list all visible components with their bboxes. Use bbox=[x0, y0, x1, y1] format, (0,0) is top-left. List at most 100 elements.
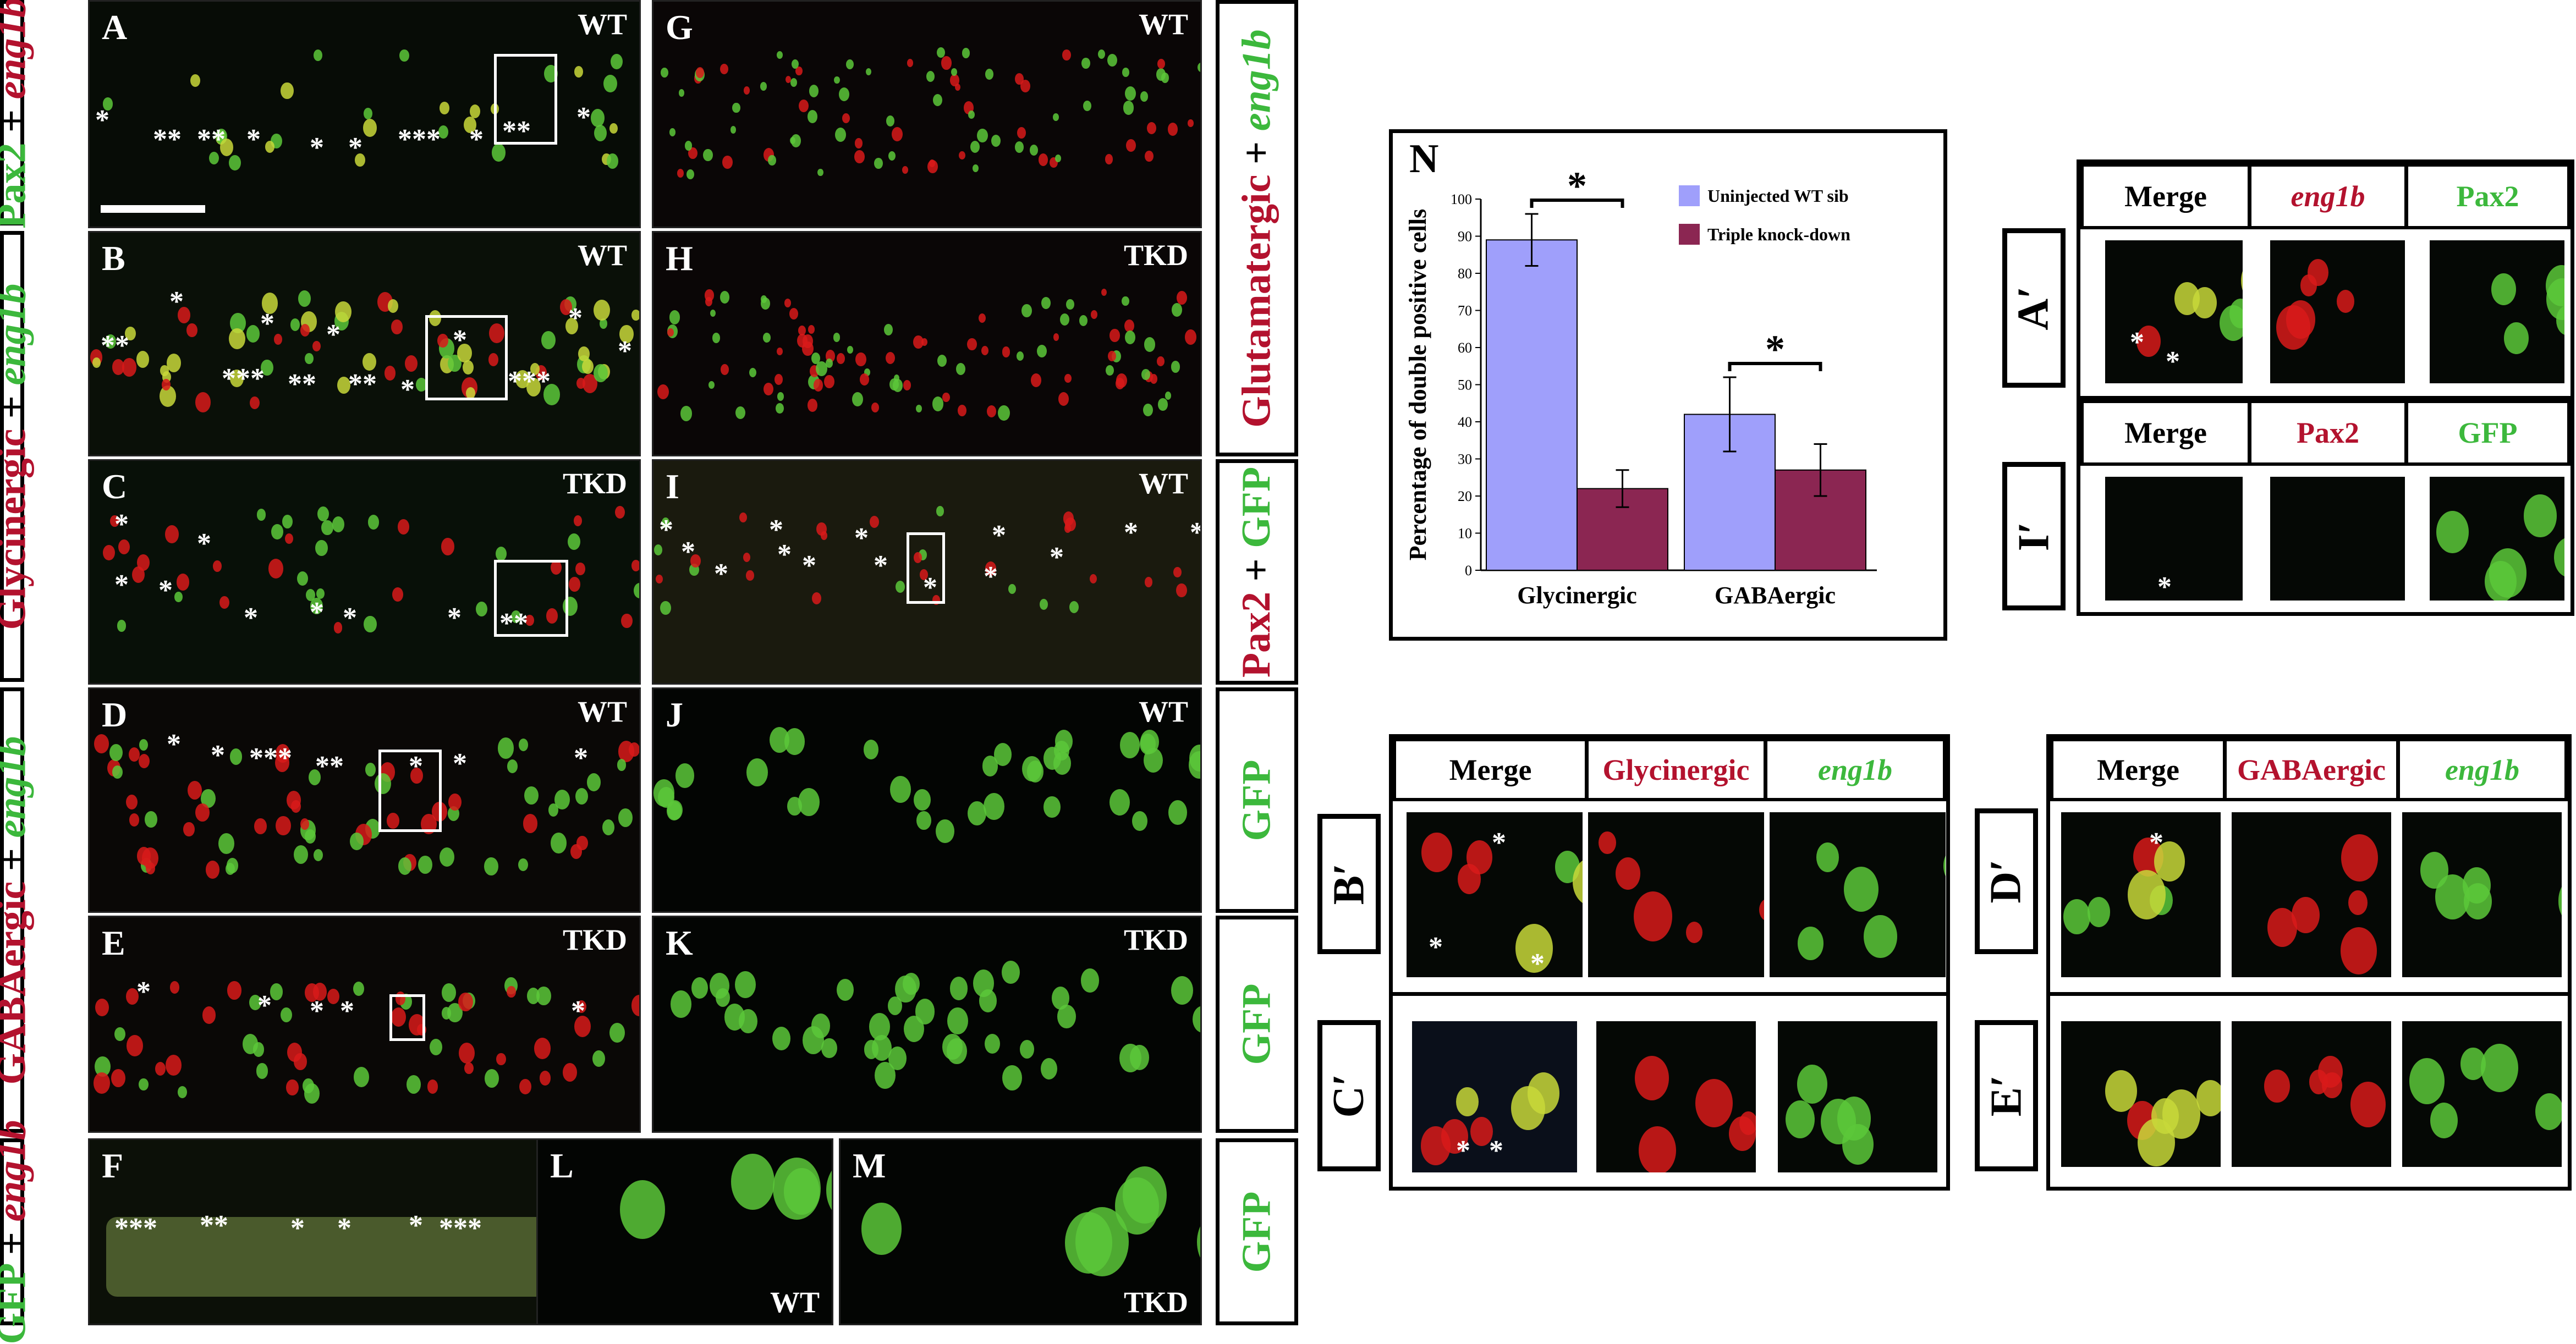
cell bbox=[125, 795, 138, 810]
cell bbox=[300, 818, 310, 830]
cell bbox=[1456, 1087, 1479, 1116]
cell bbox=[890, 776, 911, 803]
cell bbox=[854, 150, 865, 164]
cell bbox=[2430, 1103, 2458, 1138]
cell bbox=[1598, 831, 1616, 855]
cell bbox=[2350, 1082, 2386, 1127]
cell bbox=[518, 858, 529, 871]
cell bbox=[127, 1034, 143, 1056]
cell bbox=[256, 1063, 268, 1079]
cell bbox=[316, 588, 325, 599]
cell bbox=[929, 159, 936, 168]
cell bbox=[719, 291, 729, 304]
cell bbox=[784, 728, 805, 755]
cell bbox=[387, 812, 399, 829]
cell bbox=[958, 405, 967, 416]
cell bbox=[660, 601, 671, 615]
cell bbox=[1123, 101, 1134, 115]
cell bbox=[136, 351, 150, 368]
cell bbox=[525, 614, 535, 626]
header-merge: Merge bbox=[2080, 163, 2251, 229]
cell bbox=[991, 135, 1001, 147]
cell bbox=[362, 353, 376, 371]
cell bbox=[907, 58, 914, 68]
significance-bracket bbox=[1530, 199, 1624, 208]
cell bbox=[125, 326, 136, 340]
inset-i-prime: Merge Pax2 GFP * bbox=[2077, 396, 2574, 616]
y-tick-label: 20 bbox=[1458, 488, 1472, 504]
cell bbox=[688, 147, 697, 159]
cell bbox=[889, 378, 899, 391]
cell bbox=[631, 995, 639, 1017]
cell bbox=[855, 352, 866, 367]
image-pax2 bbox=[2430, 240, 2564, 383]
cell bbox=[942, 1033, 963, 1060]
cell bbox=[790, 134, 801, 148]
cell bbox=[332, 516, 344, 532]
cell bbox=[399, 49, 409, 62]
cell bbox=[686, 169, 694, 179]
cell bbox=[949, 977, 968, 1000]
cell bbox=[1615, 857, 1640, 890]
cell bbox=[834, 76, 840, 84]
cell bbox=[869, 1012, 891, 1040]
cell bbox=[391, 319, 403, 334]
cell bbox=[355, 153, 365, 167]
cell bbox=[2240, 258, 2243, 303]
cell bbox=[1144, 747, 1163, 773]
cell bbox=[864, 368, 870, 376]
cell bbox=[218, 833, 235, 855]
cell bbox=[1143, 403, 1153, 417]
cell bbox=[507, 759, 518, 773]
cell bbox=[746, 570, 754, 581]
cell bbox=[2341, 834, 2378, 882]
cell bbox=[112, 765, 123, 779]
cell bbox=[246, 324, 260, 343]
cell bbox=[981, 345, 988, 355]
cell bbox=[1188, 119, 1194, 127]
cell bbox=[1039, 598, 1048, 610]
cell bbox=[1150, 374, 1158, 384]
cell bbox=[314, 849, 323, 861]
cell bbox=[776, 403, 784, 414]
cell bbox=[603, 74, 617, 92]
image-merge: * * bbox=[2105, 240, 2243, 383]
cell bbox=[936, 47, 945, 58]
cell bbox=[286, 1079, 299, 1096]
cell bbox=[296, 571, 308, 586]
cell bbox=[865, 68, 871, 75]
cell bbox=[1193, 1005, 1200, 1033]
panel-e: E TKD * * * * * bbox=[88, 916, 641, 1133]
panel-g: G WT bbox=[652, 0, 1202, 228]
cell bbox=[1002, 961, 1020, 984]
cell bbox=[2087, 897, 2111, 927]
y-tick-label: 60 bbox=[1458, 340, 1472, 356]
cell bbox=[743, 86, 750, 95]
cell bbox=[1176, 583, 1187, 598]
cell bbox=[628, 742, 639, 757]
cell bbox=[903, 380, 911, 391]
cell bbox=[398, 519, 410, 535]
cell bbox=[705, 296, 713, 306]
cell bbox=[937, 354, 947, 367]
cell bbox=[954, 83, 960, 91]
cell bbox=[1421, 832, 1453, 873]
image-b-merge: * * * bbox=[1407, 812, 1583, 977]
image-b-glycinergic bbox=[1588, 812, 1764, 977]
cell bbox=[2480, 1043, 2518, 1093]
cell bbox=[103, 544, 115, 560]
cell bbox=[139, 739, 149, 751]
cell bbox=[967, 801, 987, 826]
cell bbox=[1090, 310, 1098, 320]
cell bbox=[2340, 927, 2377, 975]
cell bbox=[441, 538, 454, 555]
cell bbox=[979, 313, 986, 323]
cell bbox=[367, 515, 380, 530]
cell bbox=[657, 384, 669, 399]
image-b-eng1b bbox=[1770, 812, 1946, 977]
cell bbox=[786, 76, 792, 84]
label-pax2-gfp: Pax2 + GFP bbox=[1216, 459, 1298, 685]
cell bbox=[312, 982, 327, 1001]
panel-d: D WT * * *** ** * * * bbox=[88, 687, 641, 913]
cell bbox=[392, 587, 403, 602]
